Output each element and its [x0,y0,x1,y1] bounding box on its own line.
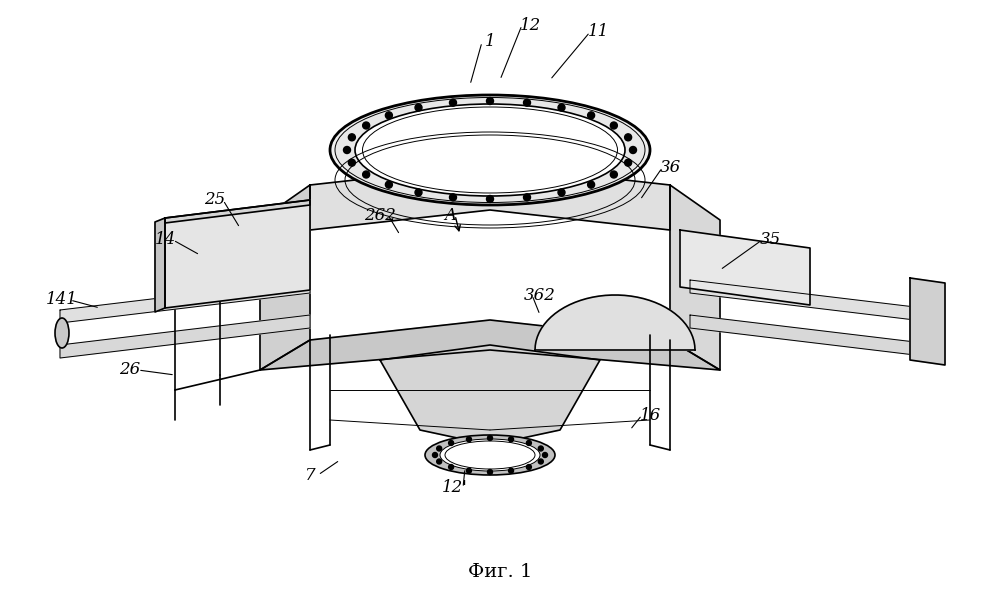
Polygon shape [690,280,940,323]
Text: A: A [444,207,456,224]
Ellipse shape [425,435,555,475]
Circle shape [538,446,543,451]
Circle shape [610,122,617,129]
Circle shape [344,147,351,153]
Text: 362: 362 [524,287,556,304]
Circle shape [524,99,531,106]
Circle shape [524,194,531,201]
Text: 1: 1 [485,34,495,50]
Circle shape [610,171,617,178]
Circle shape [432,453,438,457]
Circle shape [526,465,531,469]
Circle shape [625,134,632,141]
Text: 7: 7 [305,466,315,483]
Polygon shape [165,200,310,308]
Circle shape [588,112,595,119]
Text: 12': 12' [442,480,468,496]
Circle shape [449,99,456,106]
Polygon shape [60,315,310,358]
Circle shape [415,189,422,196]
Text: 16: 16 [639,406,661,424]
Polygon shape [260,320,720,370]
Polygon shape [690,315,940,358]
Polygon shape [680,230,810,305]
Text: 25: 25 [204,192,226,209]
Text: 36: 36 [659,159,681,177]
Circle shape [486,195,494,203]
Polygon shape [910,278,945,365]
Circle shape [437,459,442,464]
Text: 141: 141 [46,291,78,308]
Ellipse shape [335,97,645,203]
Circle shape [630,147,637,153]
Text: Фиг. 1: Фиг. 1 [468,563,532,581]
Circle shape [488,469,492,475]
Ellipse shape [440,439,540,471]
Circle shape [588,181,595,188]
Polygon shape [165,200,310,223]
Circle shape [542,453,548,457]
Ellipse shape [55,318,69,348]
Circle shape [348,159,355,166]
Ellipse shape [362,107,618,193]
Ellipse shape [330,95,650,205]
Circle shape [625,159,632,166]
Circle shape [558,104,565,111]
Circle shape [363,171,370,178]
Polygon shape [155,218,165,312]
Circle shape [466,437,471,442]
Polygon shape [380,345,600,445]
Circle shape [558,189,565,196]
Text: 35: 35 [759,231,781,248]
Polygon shape [670,185,720,370]
Circle shape [348,134,355,141]
Circle shape [385,181,392,188]
Polygon shape [60,280,310,323]
Circle shape [526,441,531,445]
Circle shape [449,194,456,201]
Circle shape [385,112,392,119]
Circle shape [509,437,514,442]
Ellipse shape [445,441,535,469]
Text: 262: 262 [364,207,396,224]
Circle shape [486,97,494,105]
Polygon shape [310,165,670,230]
Circle shape [509,468,514,473]
Ellipse shape [355,104,625,196]
Polygon shape [260,185,310,370]
Text: 14: 14 [154,231,176,248]
Text: 12: 12 [519,16,541,34]
Text: 26: 26 [119,361,141,379]
Circle shape [538,459,543,464]
Circle shape [449,465,454,469]
Circle shape [488,436,492,441]
Circle shape [415,104,422,111]
Circle shape [466,468,471,473]
Text: 11: 11 [587,23,609,40]
Circle shape [449,441,454,445]
Polygon shape [535,295,695,350]
Circle shape [437,446,442,451]
Circle shape [363,122,370,129]
